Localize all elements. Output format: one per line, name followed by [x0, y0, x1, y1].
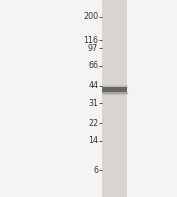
Bar — [102, 92, 127, 93]
Text: 116: 116 — [83, 36, 98, 45]
Text: 22: 22 — [88, 119, 98, 128]
Bar — [102, 86, 127, 87]
Text: 6: 6 — [93, 166, 98, 175]
Text: 97: 97 — [88, 44, 98, 53]
Text: 66: 66 — [88, 61, 98, 71]
Bar — [102, 92, 127, 93]
Bar — [102, 87, 127, 92]
Bar — [102, 92, 127, 94]
Text: 44: 44 — [88, 81, 98, 90]
Text: 31: 31 — [88, 99, 98, 108]
Text: 14: 14 — [88, 136, 98, 145]
Bar — [102, 85, 127, 87]
Bar — [102, 0, 127, 197]
Text: 200: 200 — [83, 12, 98, 21]
